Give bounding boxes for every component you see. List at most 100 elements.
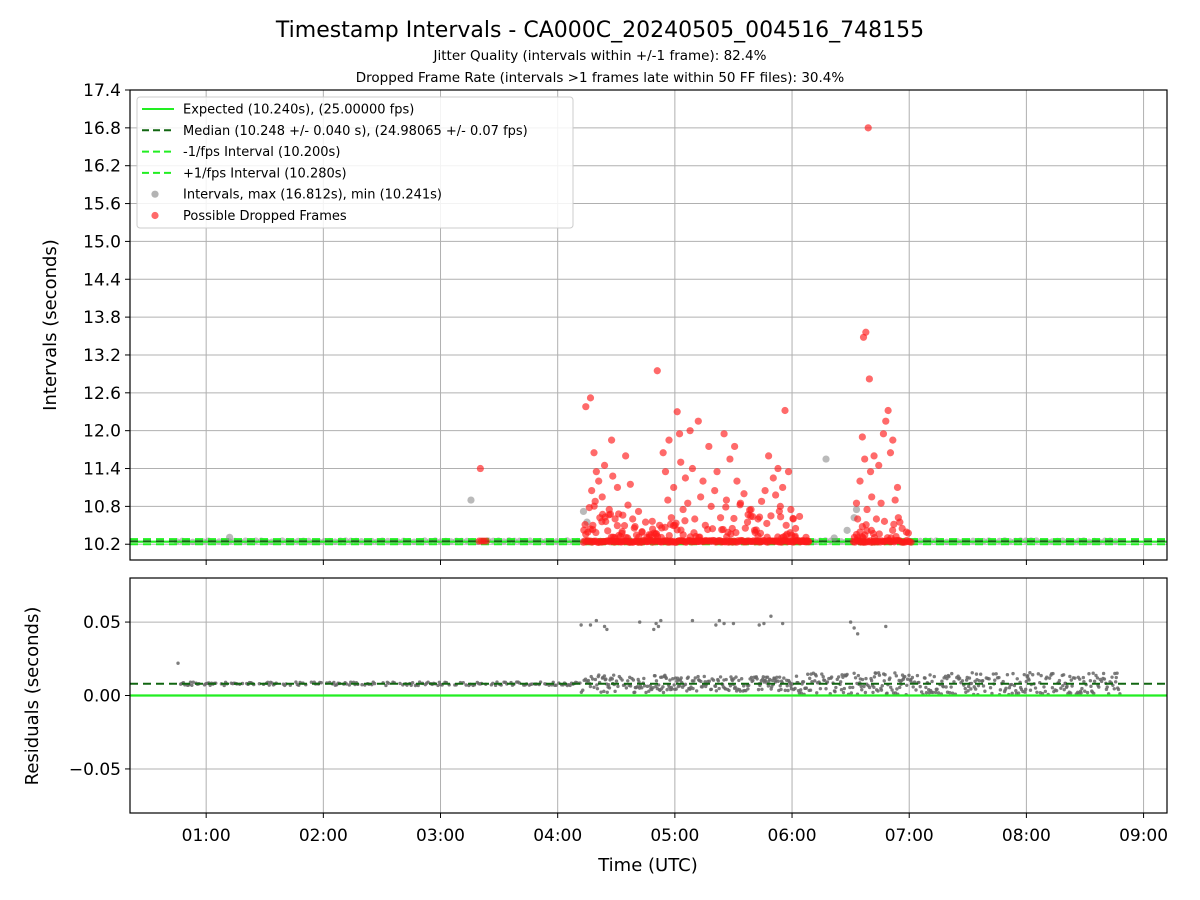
residual-point [1027, 678, 1031, 682]
residual-point [372, 681, 377, 686]
residual-point [779, 687, 783, 692]
legend-entry-label: +1/fps Interval (10.280s) [183, 166, 347, 181]
dropped-frame-point [716, 514, 725, 522]
residual-point [822, 678, 827, 683]
residual-point [722, 621, 726, 626]
dropped-frame-point [656, 521, 664, 529]
residual-point [1014, 689, 1018, 693]
residual-point [633, 690, 637, 694]
residual-point [1065, 684, 1069, 689]
residual-point [464, 683, 468, 687]
residual-point [605, 690, 609, 694]
dropped-frame-point [598, 493, 606, 501]
residual-point [737, 678, 741, 683]
residual-point [848, 620, 853, 624]
residual-point [426, 680, 430, 684]
dropped-frame-point [875, 530, 883, 538]
dropped-frame-point [791, 524, 800, 533]
residual-point [554, 683, 558, 687]
residual-point [530, 682, 534, 686]
residual-point [842, 686, 846, 691]
residual-point [176, 661, 180, 665]
residual-point [690, 618, 695, 623]
dropped-frame-point [631, 522, 639, 531]
jitter-quality-subtitle: Jitter Quality (intervals within +/-1 fr… [433, 48, 767, 64]
residual-point [652, 627, 656, 632]
residual-point [699, 679, 703, 684]
dropped-frame-point [804, 537, 813, 545]
residual-point [905, 677, 910, 681]
residual-point [659, 618, 663, 623]
residual-point [756, 687, 761, 692]
dropped-frame-point [611, 515, 619, 523]
dropped-frame-point [854, 515, 862, 523]
x-tick-label: 03:00 [416, 826, 465, 846]
dropped-frame-point [722, 496, 731, 504]
residual-point [777, 675, 782, 679]
dropped-frame-point [877, 499, 885, 507]
dropped-frame-point [856, 477, 864, 485]
residual-point [741, 684, 746, 688]
residual-point [1115, 671, 1119, 675]
residual-point [957, 676, 962, 680]
residual-point [602, 674, 607, 678]
intervals-y-tick-label: 12.6 [83, 384, 121, 404]
residual-point [841, 675, 845, 679]
residual-point [1087, 672, 1091, 676]
residual-point [786, 688, 790, 693]
residual-point [990, 691, 994, 696]
residual-point [988, 686, 993, 690]
dropped-frame-point [713, 468, 721, 476]
residual-point [1092, 691, 1096, 696]
dropped-frame-point [600, 461, 609, 469]
dropped-frame-point [722, 503, 730, 511]
dropped-frame-point [659, 449, 667, 457]
dropped-frame-point [711, 487, 719, 495]
dropped-frame-point [699, 477, 707, 485]
residual-point [848, 685, 852, 690]
residual-point [993, 678, 997, 682]
dropped-frame-point [858, 433, 866, 441]
residual-point [1040, 691, 1045, 696]
residual-point [950, 691, 955, 695]
residual-point [191, 680, 195, 684]
residual-point [775, 675, 779, 680]
intervals-y-ticks: 10.2 10.8 11.4 12.0 12.6 13.2 13.8 14.4 15.0 15.6… [83, 81, 130, 555]
dropped-frame-point [615, 510, 623, 518]
residual-point [491, 681, 495, 685]
residual-point [1059, 686, 1063, 690]
residual-point [799, 691, 803, 695]
legend-entry-label: Intervals, max (16.812s), min (10.241s) [183, 188, 442, 203]
dropped-frame-point [691, 515, 699, 523]
residual-point [976, 683, 981, 688]
dropped-frame-point [613, 522, 621, 530]
residual-point [607, 686, 612, 690]
residual-point [1043, 689, 1048, 694]
dropped-frame-point [893, 483, 902, 492]
residual-point [829, 675, 834, 679]
residuals-y-tick-label: −0.05 [69, 760, 121, 780]
residual-point [949, 685, 953, 689]
residual-point [738, 689, 742, 693]
interval-outlier-point [830, 534, 838, 542]
residual-point [915, 673, 920, 678]
dropped-frame-point [882, 417, 890, 425]
residuals-x-ticks: 01:00 02:00 03:00 04:00 05:00 06:00 07:00 08:00… [182, 813, 1168, 846]
residual-point [860, 677, 865, 682]
residual-point [872, 675, 877, 679]
residual-point [963, 686, 967, 691]
residual-point [883, 673, 887, 677]
dropped-frame-point [789, 515, 797, 523]
residual-point [592, 685, 596, 689]
residual-point [924, 691, 929, 695]
residual-point [851, 685, 855, 690]
residual-point [1023, 690, 1027, 694]
dropped-frame-point [864, 124, 872, 132]
residual-point [941, 685, 946, 689]
residual-point [654, 621, 658, 626]
residual-point [862, 684, 866, 689]
interval-outlier-point [843, 526, 851, 534]
residual-point [849, 691, 854, 695]
residual-point [714, 689, 719, 693]
